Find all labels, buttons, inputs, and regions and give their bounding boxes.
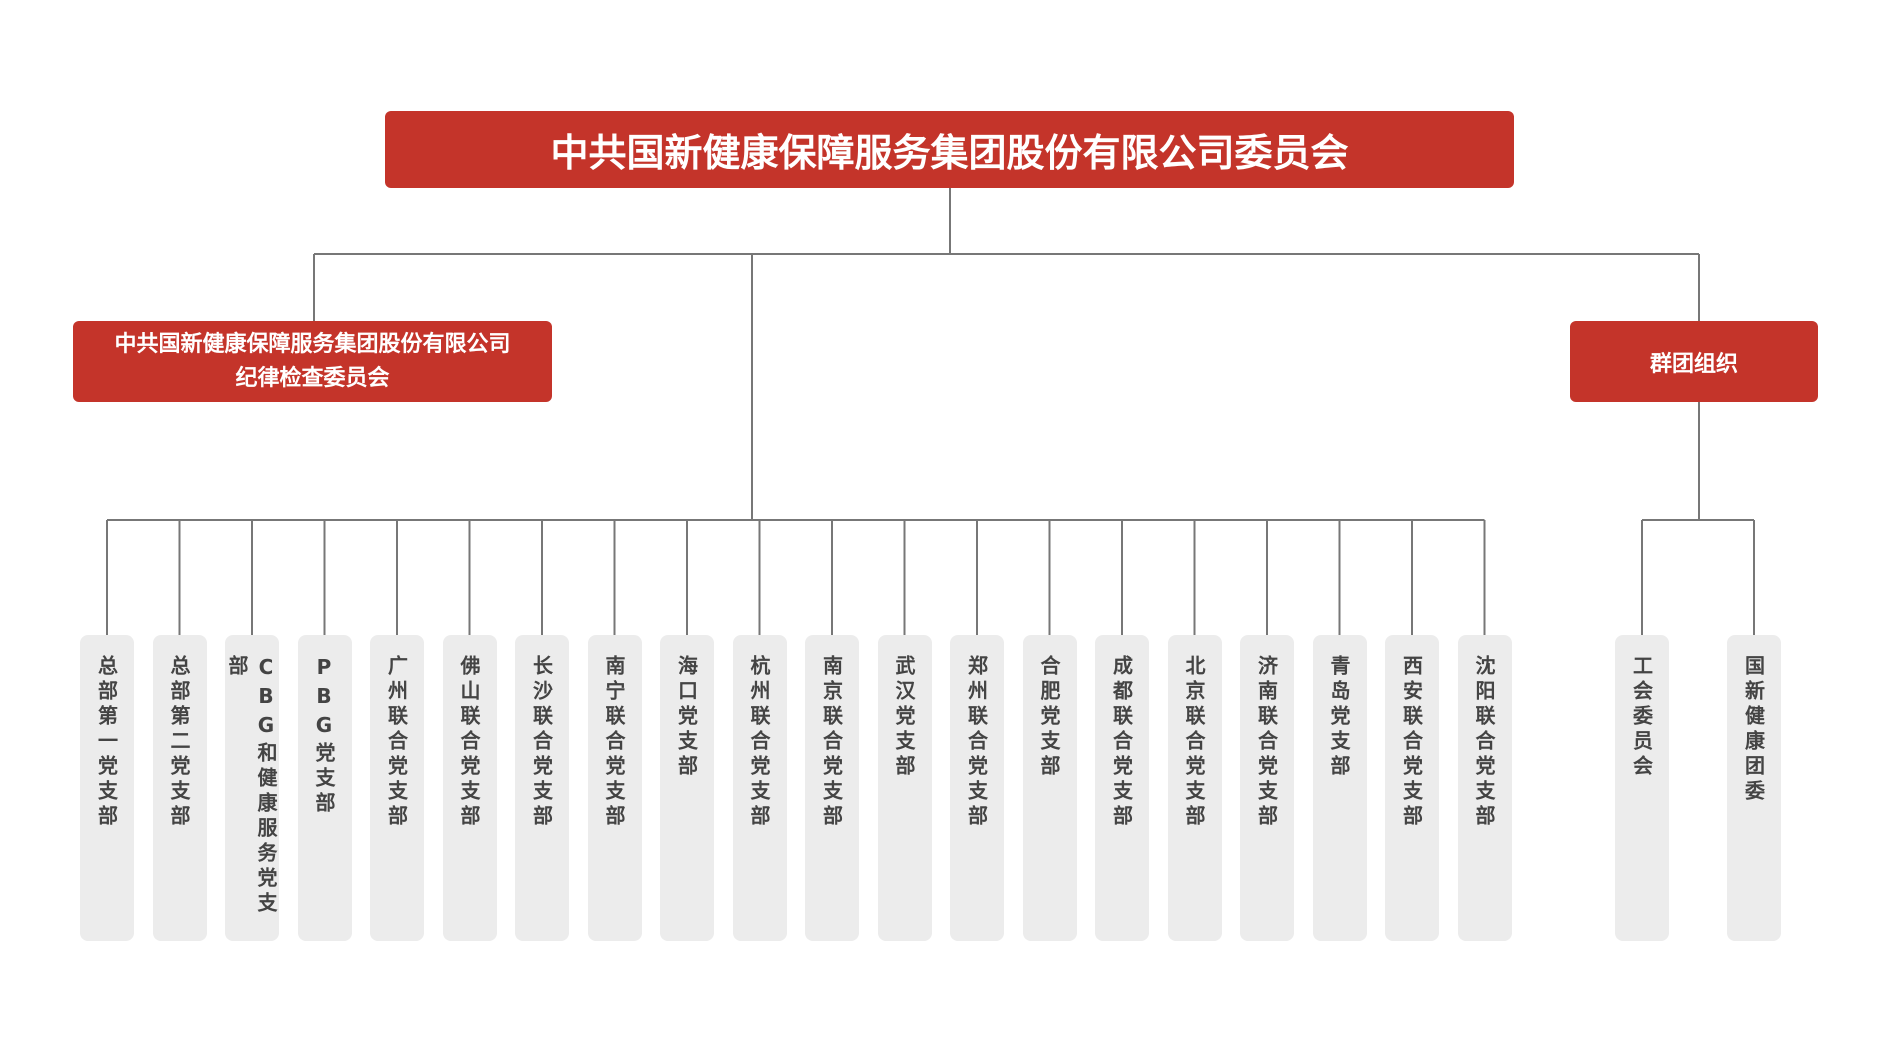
unit-box: 青岛党支部 [1312,635,1367,941]
unit-box: CBG和健康服务党支部 [225,635,279,941]
groups-label: 群团组织 [1649,351,1738,377]
unit-box: 南京联合党支部 [805,635,859,941]
unit-box: 杭州联合党支部 [732,635,787,941]
unit-box: 国新健康团委 [1727,635,1781,941]
unit-box: 济南联合党支部 [1240,635,1294,941]
unit-box: 广州联合党支部 [370,635,424,941]
unit-box: 长沙联合党支部 [515,635,569,941]
discipline-box: 中共国新健康保障服务集团股份有限公司 纪律检查委员会 [73,321,552,402]
root-box: 中共国新健康保障服务集团股份有限公司委员会 [385,111,1514,188]
unit-box: 总部第一党支部 [80,635,134,941]
unit-box: 沈阳联合党支部 [1457,635,1512,941]
unit-box: 成都联合党支部 [1095,635,1149,941]
unit-box: 合肥党支部 [1022,635,1077,941]
unit-box: 郑州联合党支部 [950,635,1004,941]
unit-box: 海口党支部 [660,635,714,941]
unit-box: 西安联合党支部 [1385,635,1439,941]
unit-box: 北京联合党支部 [1167,635,1222,941]
root-title: 中共国新健康保障服务集团股份有限公司委员会 [550,131,1349,175]
unit-box: 总部第二党支部 [152,635,207,941]
unit-box: 南宁联合党支部 [587,635,642,941]
discipline-line: 纪律检查委员会 [235,365,390,391]
unit-box: 工会委员会 [1615,635,1669,941]
unit-box: PBG党支部 [297,635,352,941]
discipline-line: 中共国新健康保障服务集团股份有限公司 [114,331,511,357]
groups-box: 群团组织 [1570,321,1818,402]
unit-box: 武汉党支部 [877,635,932,941]
unit-box: 佛山联合党支部 [442,635,497,941]
